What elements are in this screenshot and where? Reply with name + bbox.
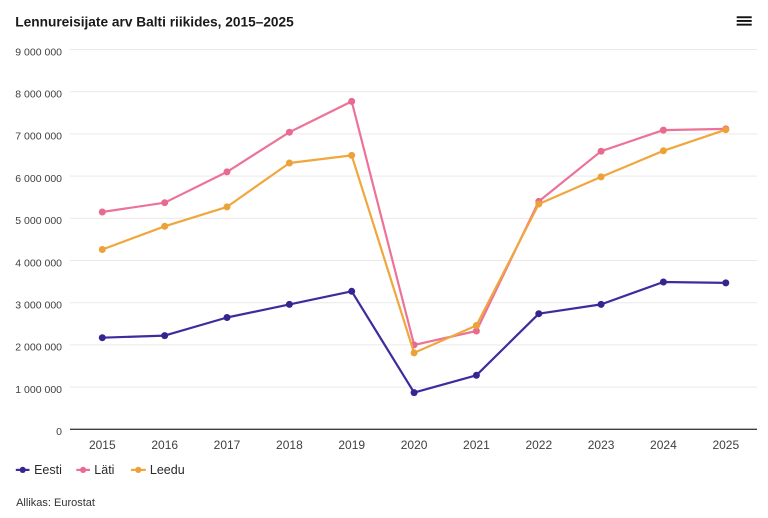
svg-text:2017: 2017: [214, 438, 241, 452]
svg-text:Leedu: Leedu: [150, 463, 185, 477]
svg-text:2023: 2023: [588, 438, 615, 452]
svg-text:8 000 000: 8 000 000: [15, 89, 62, 101]
svg-text:0: 0: [56, 426, 62, 438]
svg-text:2024: 2024: [650, 438, 677, 452]
svg-text:2 000 000: 2 000 000: [15, 342, 62, 354]
svg-text:7 000 000: 7 000 000: [15, 131, 62, 143]
svg-text:2015: 2015: [89, 438, 116, 452]
svg-text:2019: 2019: [338, 438, 365, 452]
svg-text:2022: 2022: [525, 438, 552, 452]
svg-text:2025: 2025: [712, 438, 739, 452]
svg-text:2016: 2016: [151, 438, 178, 452]
svg-text:2020: 2020: [401, 438, 428, 452]
svg-text:6 000 000: 6 000 000: [15, 173, 62, 185]
svg-text:4 000 000: 4 000 000: [15, 257, 62, 269]
svg-text:2018: 2018: [276, 438, 303, 452]
svg-text:3 000 000: 3 000 000: [15, 300, 62, 312]
svg-text:Läti: Läti: [94, 463, 114, 477]
svg-text:1 000 000: 1 000 000: [15, 384, 62, 396]
svg-text:5 000 000: 5 000 000: [15, 215, 62, 227]
svg-text:Allikas: Eurostat: Allikas: Eurostat: [16, 497, 95, 509]
svg-text:Lennureisijate arv Balti riiki: Lennureisijate arv Balti riikides, 2015–…: [15, 14, 294, 29]
svg-text:9 000 000: 9 000 000: [15, 46, 62, 58]
svg-text:2021: 2021: [463, 438, 490, 452]
svg-text:Eesti: Eesti: [34, 463, 62, 477]
